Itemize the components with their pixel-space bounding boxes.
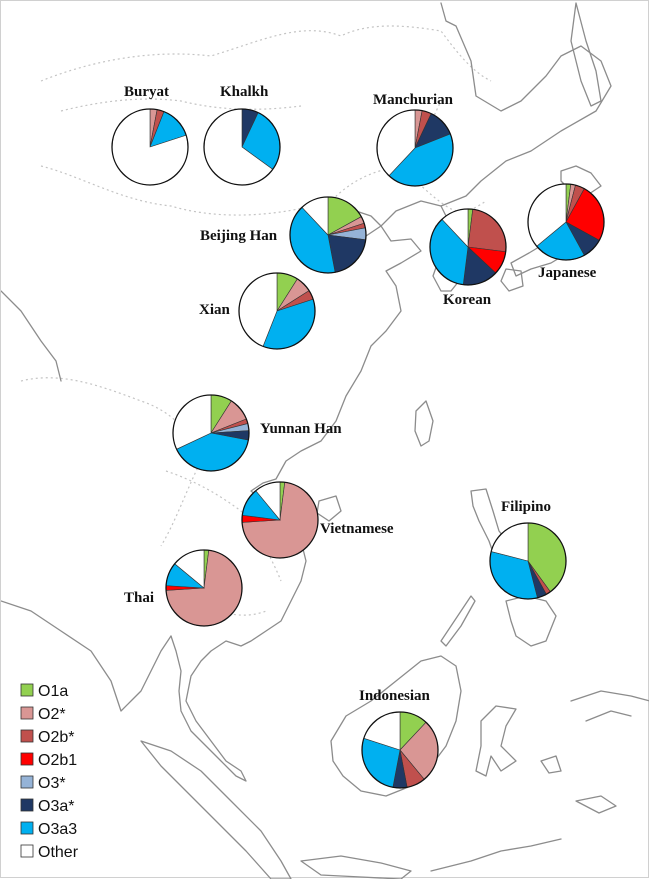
legend-label-o3a: O3a* — [38, 798, 74, 815]
coast-sulawesi — [475, 705, 517, 777]
label-buryat: Buryat — [124, 84, 169, 100]
pie-japanese — [527, 183, 605, 261]
pie-outline-korean — [429, 208, 507, 286]
border-manchuria — [400, 165, 487, 213]
label-korean: Korean — [443, 292, 492, 308]
label-indonesian: Indonesian — [359, 688, 431, 704]
legend-label-o3: O3* — [38, 775, 66, 792]
label-xian: Xian — [199, 302, 231, 318]
pie-outline-xian — [238, 272, 316, 350]
pie-outline-indonesian — [361, 711, 439, 789]
pie-outline-thai — [165, 549, 243, 627]
legend-swatch-o2b — [20, 729, 34, 743]
legend-label-o2b1: O2b1 — [38, 752, 77, 769]
border-russia-mongolia — [40, 25, 492, 82]
pie-outline-japanese — [527, 183, 605, 261]
pie-indonesian — [361, 711, 439, 789]
label-manchurian: Manchurian — [373, 92, 454, 108]
pie-outline-buryat — [111, 108, 189, 186]
coast-mindanao — [505, 595, 557, 647]
label-khalkh: Khalkh — [220, 84, 269, 100]
legend-swatch-o3a — [20, 798, 34, 812]
border-laos — [165, 470, 282, 582]
pie-outline-vietnamese — [241, 481, 319, 559]
coast-moluccas — [540, 755, 617, 814]
label-filipino: Filipino — [501, 499, 551, 515]
pie-filipino — [489, 522, 567, 600]
coast-sakhalin — [570, 2, 602, 107]
border-inner-mongolia — [60, 98, 302, 112]
pie-vietnamese — [241, 481, 319, 559]
pie-korean — [429, 208, 507, 286]
pie-outline-filipino — [489, 522, 567, 600]
slice-korean-o2b-star — [467, 208, 507, 253]
pie-khalkh — [203, 108, 281, 186]
pie-buryat — [111, 108, 189, 186]
legend-swatch-o3a3 — [20, 821, 34, 835]
coast-palawan — [440, 595, 476, 647]
coast-hainan — [316, 495, 342, 522]
pie-beijing-han — [289, 196, 367, 274]
pie-yunnan-han — [172, 394, 250, 472]
coast-taiwan — [414, 400, 434, 447]
pie-outline-khalkh — [203, 108, 281, 186]
legend-swatch-o2b1 — [20, 752, 34, 766]
pie-thai — [165, 549, 243, 627]
coast-mainland-east — [170, 2, 612, 782]
coast-kyushu — [500, 268, 524, 292]
coast-new-guinea — [570, 690, 649, 722]
pie-outline-yunnan-han — [172, 394, 250, 472]
legend-swatch-other — [20, 844, 34, 858]
coast-myanmar — [1, 600, 172, 712]
pie-outline-beijing-han — [289, 196, 367, 274]
coast-bay-bengal — [1, 290, 62, 382]
coast-sumatra — [140, 740, 292, 879]
pie-outline-manchurian — [376, 109, 454, 187]
border-thai-cambodia — [190, 600, 267, 616]
legend-label-o2b: O2b* — [38, 729, 74, 746]
label-yunnan-han: Yunnan Han — [260, 421, 342, 437]
coast-hokkaido — [560, 165, 602, 197]
population-labels: Buryat Khalkh Manchurian Beijing Han Kor… — [124, 84, 597, 704]
pie-charts — [111, 108, 605, 789]
country-borders — [20, 25, 492, 616]
coast-borneo — [330, 655, 462, 797]
legend-label-o1a: O1a — [38, 683, 68, 700]
legend-swatch-o2 — [20, 706, 34, 720]
coast-lesser-sunda — [430, 838, 562, 872]
label-thai: Thai — [124, 590, 154, 606]
legend-label-o2: O2* — [38, 706, 66, 723]
legend-label-o3a3: O3a3 — [38, 821, 77, 838]
legend: O1a O2* O2b* O2b1 O3* O3a* O3a3 Other — [20, 683, 79, 861]
legend-swatch-o3 — [20, 775, 34, 789]
border-southwest — [20, 377, 202, 547]
legend-swatch-o1a — [20, 683, 34, 697]
pie-manchurian — [376, 109, 454, 187]
label-vietnamese: Vietnamese — [320, 521, 394, 537]
pie-xian — [238, 272, 316, 350]
label-beijing-han: Beijing Han — [200, 228, 278, 244]
legend-label-other: Other — [38, 844, 79, 861]
label-japanese: Japanese — [538, 265, 597, 281]
coast-java — [300, 855, 412, 879]
